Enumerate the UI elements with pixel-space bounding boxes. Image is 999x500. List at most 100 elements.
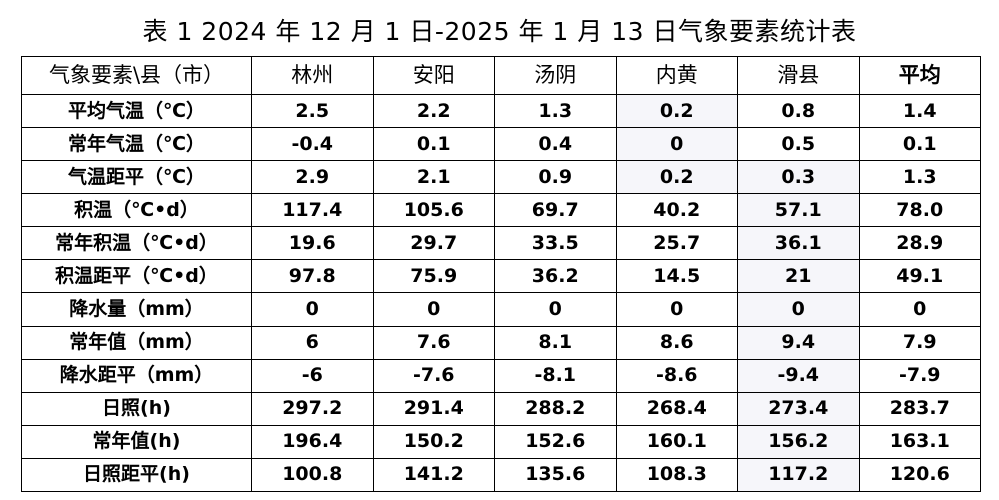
- table-cell: -0.4: [251, 127, 374, 162]
- table-cell: 0: [615, 127, 738, 162]
- table-cell: 78.0: [858, 193, 981, 228]
- table-cell: 6: [251, 325, 374, 360]
- row-label: 日照(h): [21, 391, 252, 426]
- column-header: 汤阴: [494, 56, 617, 95]
- row-label: 积温距平（℃•d）: [21, 259, 252, 294]
- table-cell: 2.5: [251, 93, 374, 129]
- table-cell: 288.2: [494, 391, 617, 426]
- table-cell: 14.5: [615, 259, 738, 294]
- table-row: 降水量（mm） 0 0 0 0 0 0: [21, 292, 981, 327]
- table-cell: 36.2: [494, 259, 617, 294]
- table-cell: 152.6: [494, 424, 617, 459]
- column-header: 内黄: [615, 56, 738, 95]
- table-cell: -8.1: [494, 358, 617, 393]
- table-row: 常年积温（℃•d） 19.6 29.7 33.5 25.7 36.1 28.9: [21, 226, 981, 261]
- corner-header: 气象要素\县（市）: [21, 56, 252, 95]
- table-cell: 0.2: [615, 160, 738, 195]
- table-cell: 49.1: [858, 259, 981, 294]
- column-header-average: 平均: [858, 56, 981, 95]
- table-cell: 0.1: [858, 127, 981, 162]
- table-cell: 117.2: [737, 457, 860, 493]
- table-cell: 8.6: [615, 325, 738, 360]
- table-cell: 21: [737, 259, 860, 294]
- table-cell: 33.5: [494, 226, 617, 261]
- table-cell: 0: [251, 292, 374, 327]
- table-cell: 1.3: [494, 93, 617, 129]
- table-row: 积温距平（℃•d） 97.8 75.9 36.2 14.5 21 49.1: [21, 259, 981, 294]
- table-cell: 0: [737, 292, 860, 327]
- table-cell: 0: [494, 292, 617, 327]
- column-header: 滑县: [737, 56, 860, 95]
- table-cell: 2.2: [372, 93, 495, 129]
- row-label: 常年气温（℃）: [21, 127, 252, 162]
- row-label: 平均气温（℃）: [21, 93, 252, 129]
- table-cell: 273.4: [737, 391, 860, 426]
- table-cell: 283.7: [858, 391, 981, 426]
- table-cell: 97.8: [251, 259, 374, 294]
- table-cell: 135.6: [494, 457, 617, 493]
- row-label: 降水量（mm）: [21, 292, 252, 327]
- table-cell: 163.1: [858, 424, 981, 459]
- table-cell: 75.9: [372, 259, 495, 294]
- table-cell: 7.9: [858, 325, 981, 360]
- table-row: 气温距平（℃） 2.9 2.1 0.9 0.2 0.3 1.3: [21, 160, 981, 195]
- table-cell: 291.4: [372, 391, 495, 426]
- row-label: 降水距平（mm）: [21, 358, 252, 393]
- table-cell: 28.9: [858, 226, 981, 261]
- table-title: 表 1 2024 年 12 月 1 日-2025 年 1 月 13 日气象要素统…: [142, 17, 857, 46]
- column-header: 安阳: [372, 56, 495, 95]
- table-cell: 0.8: [737, 93, 860, 129]
- row-label: 常年值(h): [21, 424, 252, 459]
- row-label: 积温（℃•d）: [21, 193, 252, 228]
- table-cell: 0: [372, 292, 495, 327]
- table-cell: 36.1: [737, 226, 860, 261]
- table-cell: 69.7: [494, 193, 617, 228]
- table-cell: 2.1: [372, 160, 495, 195]
- row-label: 气温距平（℃）: [21, 160, 252, 195]
- table-cell: 0: [615, 292, 738, 327]
- table-cell: -7.6: [372, 358, 495, 393]
- table-cell: 7.6: [372, 325, 495, 360]
- table-cell: 0.4: [494, 127, 617, 162]
- table-row: 平均气温（℃） 2.5 2.2 1.3 0.2 0.8 1.4: [21, 93, 981, 129]
- table-row: 常年值(h) 196.4 150.2 152.6 160.1 156.2 163.1: [21, 424, 981, 459]
- table-cell: -7.9: [858, 358, 981, 393]
- table-cell: 196.4: [251, 424, 374, 459]
- table-cell: 0.3: [737, 160, 860, 195]
- table-cell: 297.2: [251, 391, 374, 426]
- table-cell: 160.1: [615, 424, 738, 459]
- table-cell: -8.6: [615, 358, 738, 393]
- table-row: 日照距平(h) 100.8 141.2 135.6 108.3 117.2 120.6: [21, 457, 981, 493]
- row-label: 日照距平(h): [21, 457, 252, 493]
- table-cell: -6: [251, 358, 374, 393]
- table-cell: 19.6: [251, 226, 374, 261]
- table-cell: 1.4: [858, 93, 981, 129]
- table-cell: 117.4: [251, 193, 374, 228]
- table-cell: 108.3: [615, 457, 738, 493]
- table-cell: 150.2: [372, 424, 495, 459]
- table-cell: 0: [858, 292, 981, 327]
- table-cell: 40.2: [615, 193, 738, 228]
- table-cell: 29.7: [372, 226, 495, 261]
- table-cell: 57.1: [737, 193, 860, 228]
- table-row: 日照(h) 297.2 291.4 288.2 268.4 273.4 283.7: [21, 391, 981, 426]
- table-cell: 105.6: [372, 193, 495, 228]
- table-cell: 268.4: [615, 391, 738, 426]
- table-cell: 2.9: [251, 160, 374, 195]
- table-cell: 120.6: [858, 457, 981, 493]
- table-cell: 156.2: [737, 424, 860, 459]
- table-cell: 0.9: [494, 160, 617, 195]
- weather-statistics-table: 气象要素\县（市） 林州 安阳 汤阴 内黄 滑县 平均 平均气温（℃） 2.5 2.…: [21, 56, 981, 493]
- table-cell: 8.1: [494, 325, 617, 360]
- header-row: 气象要素\县（市） 林州 安阳 汤阴 内黄 滑县 平均: [21, 56, 981, 95]
- table-cell: 1.3: [858, 160, 981, 195]
- table-cell: 100.8: [251, 457, 374, 493]
- table-cell: 25.7: [615, 226, 738, 261]
- table-row: 降水距平（mm） -6 -7.6 -8.1 -8.6 -9.4 -7.9: [21, 358, 981, 393]
- table-body: 平均气温（℃） 2.5 2.2 1.3 0.2 0.8 1.4 常年气温（℃） -0.4 0.1 0…: [21, 93, 981, 493]
- table-cell: 0.5: [737, 127, 860, 162]
- column-header: 林州: [251, 56, 374, 95]
- table-cell: 9.4: [737, 325, 860, 360]
- table-row: 常年气温（℃） -0.4 0.1 0.4 0 0.5 0.1: [21, 127, 981, 162]
- table-cell: -9.4: [737, 358, 860, 393]
